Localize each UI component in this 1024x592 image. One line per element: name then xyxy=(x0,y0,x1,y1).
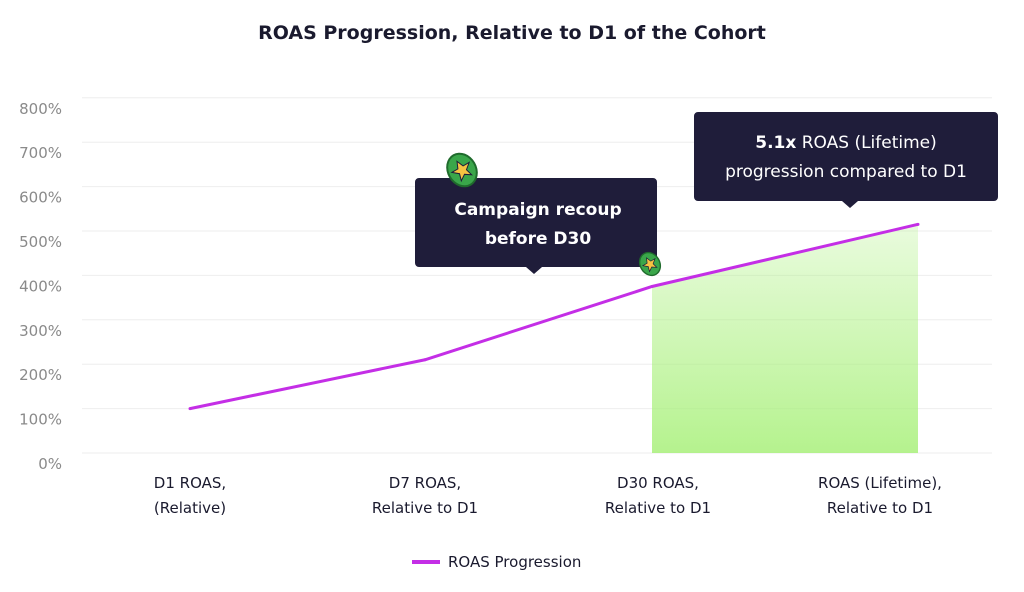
chart-title: ROAS Progression, Relative to D1 of the … xyxy=(258,22,766,44)
annotation-text: Campaign recoup xyxy=(454,200,621,220)
y-tick-label: 400% xyxy=(19,277,62,295)
series-line xyxy=(189,222,919,411)
x-tick-label: Relative to D1 xyxy=(827,499,933,517)
y-tick-label: 700% xyxy=(19,144,62,162)
data-point xyxy=(916,222,920,226)
annotation-text: progression compared to D1 xyxy=(725,162,967,182)
y-tick-label: 0% xyxy=(38,455,62,473)
x-tick-label: (Relative) xyxy=(154,499,226,517)
annotation-text: 5.1x ROAS (Lifetime) xyxy=(755,133,937,153)
legend-label: ROAS Progression xyxy=(448,553,581,571)
x-tick-label: D7 ROAS, xyxy=(389,474,461,492)
data-point xyxy=(188,407,192,411)
y-tick-label: 800% xyxy=(19,100,62,118)
y-tick-label: 200% xyxy=(19,366,62,384)
y-tick-label: 100% xyxy=(19,411,62,429)
x-tick-label: Relative to D1 xyxy=(372,499,478,517)
star-coin-icon xyxy=(638,251,662,277)
annotation-box xyxy=(415,178,657,274)
x-tick-label: D1 ROAS, xyxy=(154,474,226,492)
x-tick-label: Relative to D1 xyxy=(605,499,711,517)
x-tick-label: D30 ROAS, xyxy=(617,474,699,492)
x-tick-label: ROAS (Lifetime), xyxy=(818,474,942,492)
y-tick-label: 500% xyxy=(19,233,62,251)
annotation-text: before D30 xyxy=(485,229,592,249)
y-tick-label: 300% xyxy=(19,322,62,340)
data-point xyxy=(650,285,654,288)
star-coin-icon xyxy=(446,152,478,188)
annotation-box xyxy=(694,112,998,208)
highlight-area xyxy=(652,224,918,453)
data-point xyxy=(423,358,427,362)
y-tick-label: 600% xyxy=(19,189,62,207)
